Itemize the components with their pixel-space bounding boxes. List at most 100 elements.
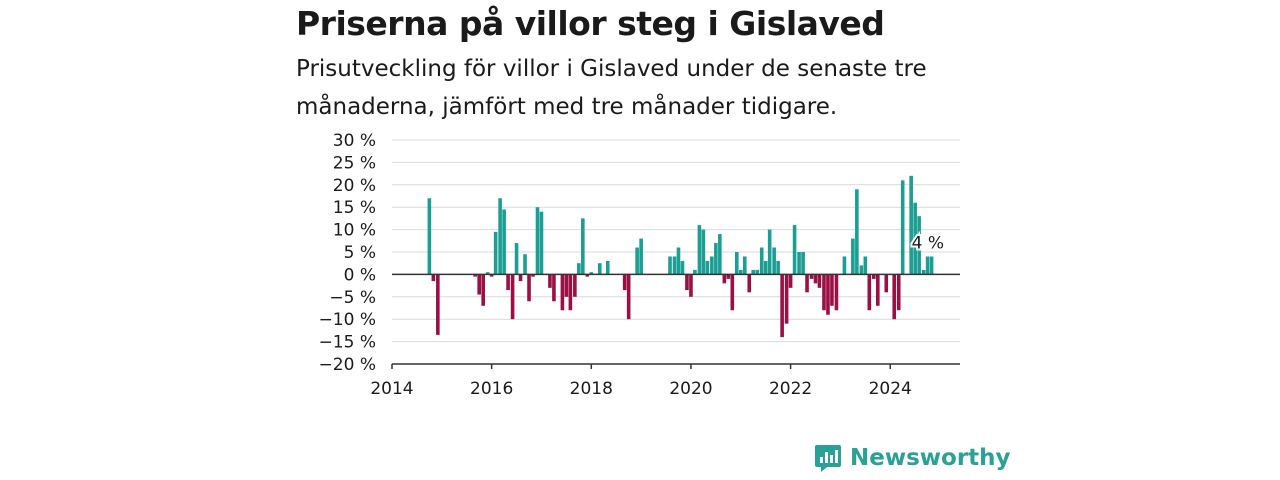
bar	[585, 274, 590, 277]
bar	[809, 274, 814, 279]
bar	[481, 274, 485, 306]
bar	[738, 269, 743, 275]
bar	[573, 274, 577, 297]
y-tick-label: 15 %	[333, 198, 376, 218]
bar	[622, 274, 627, 291]
bar	[913, 202, 917, 275]
bar	[502, 209, 506, 275]
bar	[830, 274, 834, 306]
bar	[527, 274, 531, 302]
bar	[680, 260, 685, 275]
bar	[581, 218, 585, 275]
x-tick-label: 2020	[669, 379, 712, 399]
y-tick-label: 25 %	[333, 153, 376, 173]
bar	[851, 238, 855, 275]
bar	[597, 263, 602, 275]
bar	[693, 269, 697, 275]
bar	[751, 269, 756, 275]
bar	[892, 274, 897, 320]
bar	[742, 256, 747, 275]
bar	[759, 247, 764, 275]
bar	[817, 274, 822, 288]
y-tick-label: 10 %	[333, 221, 376, 241]
bar	[689, 274, 693, 297]
y-tick-label: 20 %	[333, 176, 376, 196]
bar	[568, 274, 573, 311]
bar	[842, 256, 847, 275]
bar	[863, 256, 868, 275]
bar	[909, 175, 913, 275]
bar	[784, 274, 789, 324]
bar	[826, 274, 830, 315]
bar	[518, 274, 523, 282]
latest-value-label: 4 %	[912, 233, 944, 253]
bar	[801, 252, 805, 275]
x-tick-label: 2024	[869, 379, 912, 399]
bar	[722, 274, 727, 284]
bar	[493, 231, 498, 275]
x-tick-label: 2014	[370, 379, 413, 399]
bar	[921, 269, 926, 275]
chart-title: Priserna på villor steg i Gislaved	[296, 4, 885, 43]
bar	[705, 260, 710, 275]
bar	[767, 229, 772, 275]
bar	[896, 274, 901, 311]
y-tick-label: 5 %	[344, 243, 376, 263]
bar	[535, 207, 540, 275]
bar	[925, 256, 930, 275]
bar	[552, 274, 556, 302]
bar	[780, 274, 784, 338]
bar	[867, 274, 872, 311]
bar	[875, 274, 880, 306]
bar	[510, 274, 515, 320]
bar	[473, 274, 478, 277]
x-tick-label: 2016	[470, 379, 513, 399]
y-tick-label: −15 %	[319, 333, 376, 353]
bar	[730, 274, 735, 311]
bar	[797, 252, 801, 275]
bar	[792, 225, 797, 275]
brand-name: Newsworthy	[850, 445, 1011, 471]
bar	[859, 265, 864, 275]
bar	[523, 254, 527, 275]
chart-subtitle: Prisutveckling för villor i Gislaved und…	[296, 56, 927, 120]
bar	[776, 260, 780, 275]
y-tick-label: 30 %	[333, 131, 376, 151]
bar	[548, 274, 552, 288]
bar	[685, 274, 689, 291]
bar	[431, 274, 436, 282]
bar	[714, 243, 718, 275]
bar	[929, 256, 934, 275]
tick-labels: 30 %25 % 20 %15 % 10 %5 %0 % −5 %−10 % −15 %…	[319, 131, 946, 399]
bar	[805, 274, 809, 293]
bar	[813, 274, 818, 284]
price-change-chart: 30 %25 % 20 %15 % 10 %5 %0 % −5 %−10 % −15 %…	[319, 131, 960, 399]
y-tick-label: −20 %	[319, 355, 376, 375]
y-tick-label: 0 %	[344, 265, 376, 285]
axes	[391, 273, 960, 369]
bar	[855, 189, 859, 275]
bar	[763, 260, 768, 275]
x-tick-label: 2022	[769, 379, 812, 399]
bar	[436, 274, 440, 335]
bar	[900, 180, 905, 275]
bar	[605, 260, 610, 275]
y-tick-label: −5 %	[329, 288, 376, 308]
bar	[726, 274, 731, 279]
bar	[577, 263, 581, 275]
bar	[710, 256, 714, 275]
bar	[531, 274, 535, 277]
bar	[564, 274, 569, 297]
bar	[560, 274, 565, 311]
bar	[539, 211, 544, 275]
bar	[822, 274, 826, 311]
bar	[477, 274, 481, 295]
bars	[427, 175, 934, 338]
newsworthy-logo[interactable]: Newsworthy	[814, 444, 1011, 472]
bar	[884, 274, 889, 293]
bar	[485, 272, 490, 275]
bar	[589, 272, 594, 275]
grid-lines	[392, 139, 960, 343]
bar	[672, 256, 677, 275]
bar	[506, 274, 510, 291]
